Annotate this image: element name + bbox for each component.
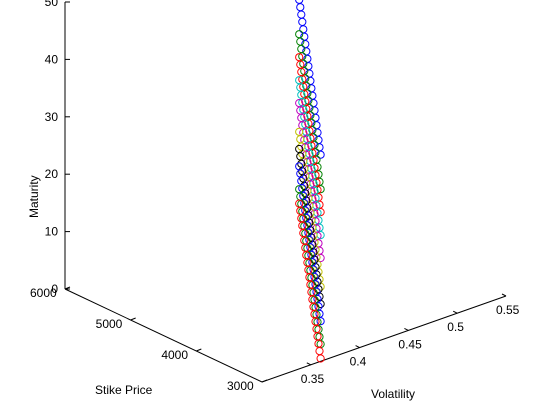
data-point bbox=[295, 76, 304, 85]
series-group bbox=[295, 162, 325, 326]
data-point bbox=[295, 53, 304, 62]
y-tick-label: 0.55 bbox=[496, 303, 520, 317]
z-axis-label: Maturity bbox=[27, 175, 41, 218]
x-tick-label: 6000 bbox=[30, 286, 57, 300]
y-axis-line bbox=[261, 295, 507, 383]
y-tick-mark bbox=[452, 310, 458, 314]
x-tick-mark bbox=[130, 317, 136, 321]
data-point bbox=[295, 99, 304, 108]
data-point bbox=[296, 3, 305, 12]
x-tick-label: 3000 bbox=[227, 379, 254, 393]
series-group bbox=[295, 99, 325, 263]
data-point bbox=[295, 127, 304, 136]
data-point bbox=[295, 199, 304, 208]
y-tick-label: 0.35 bbox=[301, 372, 325, 386]
data-point bbox=[315, 347, 324, 356]
z-tick-label: 0 bbox=[51, 282, 58, 296]
series-group bbox=[295, 30, 325, 194]
data-point bbox=[295, 185, 304, 194]
x-tick-label: 5000 bbox=[96, 317, 123, 331]
series-group bbox=[295, 0, 325, 159]
data-point bbox=[295, 30, 304, 39]
y-tick-label: 0.5 bbox=[447, 320, 464, 334]
data-point bbox=[295, 144, 304, 154]
data-point bbox=[299, 25, 308, 34]
y-tick-mark bbox=[404, 327, 409, 331]
data-point bbox=[297, 10, 306, 19]
y-axis-label: Volatility bbox=[371, 387, 415, 401]
data-point bbox=[295, 162, 304, 171]
z-tick-label: 10 bbox=[45, 225, 59, 239]
x-axis-line bbox=[64, 288, 263, 383]
y-tick-label: 0.4 bbox=[350, 355, 367, 369]
z-tick-label: 40 bbox=[45, 52, 59, 66]
y-tick-mark bbox=[501, 293, 507, 297]
x-axis-label: Stike Price bbox=[95, 383, 153, 397]
x-tick-label: 4000 bbox=[161, 348, 188, 362]
y-tick-mark bbox=[355, 345, 360, 349]
axes-layer: 3000 4000 5000 6000 0.35 0.4 0.45 0.5 0.55 0 10 20 3… bbox=[30, 0, 520, 393]
data-point bbox=[298, 17, 307, 26]
series-group bbox=[295, 199, 325, 363]
series-group bbox=[295, 53, 325, 217]
marks-layer bbox=[295, 0, 325, 363]
z-tick-label: 50 bbox=[45, 0, 59, 9]
z-tick-label: 30 bbox=[45, 110, 59, 124]
y-tick-mark bbox=[306, 362, 312, 366]
x-tick-mark bbox=[196, 348, 202, 352]
y-tick-label: 0.45 bbox=[398, 337, 422, 351]
x-tick-mark bbox=[261, 379, 268, 383]
z-tick-label: 20 bbox=[45, 167, 59, 181]
data-point bbox=[295, 0, 304, 4]
